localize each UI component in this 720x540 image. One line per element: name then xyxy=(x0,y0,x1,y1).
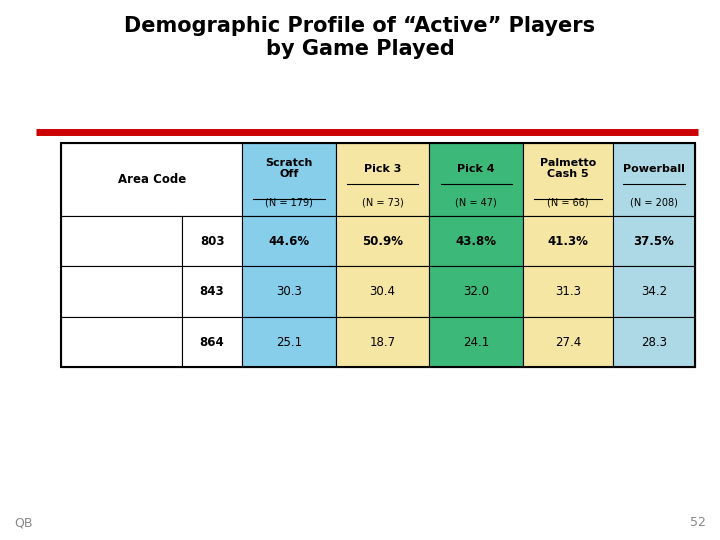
Text: 18.7: 18.7 xyxy=(369,335,395,348)
Bar xyxy=(242,317,336,367)
Text: QB: QB xyxy=(14,516,33,529)
Text: 41.3%: 41.3% xyxy=(548,235,588,248)
Bar xyxy=(613,266,695,317)
Text: 30.4: 30.4 xyxy=(369,285,395,298)
Text: 52: 52 xyxy=(690,516,706,529)
Text: (N = 47): (N = 47) xyxy=(455,198,497,208)
Text: 28.3: 28.3 xyxy=(641,335,667,348)
Text: (N = 73): (N = 73) xyxy=(361,198,403,208)
Text: Powerball: Powerball xyxy=(623,164,685,174)
Text: 803: 803 xyxy=(200,235,225,248)
Text: 30.3: 30.3 xyxy=(276,285,302,298)
Text: (N = 66): (N = 66) xyxy=(547,198,589,208)
Bar xyxy=(182,266,242,317)
Bar xyxy=(613,216,695,266)
Text: 27.4: 27.4 xyxy=(555,335,581,348)
Bar xyxy=(523,317,613,367)
Text: 31.3: 31.3 xyxy=(555,285,581,298)
Bar xyxy=(61,317,182,367)
Text: 37.5%: 37.5% xyxy=(634,235,675,248)
Text: 44.6%: 44.6% xyxy=(269,235,310,248)
Bar xyxy=(429,266,523,317)
Text: 34.2: 34.2 xyxy=(641,285,667,298)
Text: Demographic Profile of “Active” Players
by Game Played: Demographic Profile of “Active” Players … xyxy=(125,16,595,59)
Text: Scratch
Off: Scratch Off xyxy=(265,158,312,179)
Text: 24.1: 24.1 xyxy=(463,335,489,348)
Text: (N = 208): (N = 208) xyxy=(630,198,678,208)
Bar xyxy=(336,216,429,266)
Text: (N = 179): (N = 179) xyxy=(265,198,313,208)
Bar xyxy=(429,216,523,266)
Text: 843: 843 xyxy=(199,285,225,298)
Bar xyxy=(242,216,336,266)
Bar xyxy=(336,317,429,367)
Bar xyxy=(61,216,182,266)
Text: Pick 3: Pick 3 xyxy=(364,164,401,174)
Text: 43.8%: 43.8% xyxy=(456,235,497,248)
Text: Pick 4: Pick 4 xyxy=(457,164,495,174)
Text: Palmetto
Cash 5: Palmetto Cash 5 xyxy=(540,158,596,179)
Bar xyxy=(523,216,613,266)
Text: 864: 864 xyxy=(199,335,225,348)
Bar xyxy=(182,216,242,266)
Bar xyxy=(429,317,523,367)
Bar xyxy=(242,266,336,317)
Bar xyxy=(523,266,613,317)
Text: Area Code: Area Code xyxy=(117,173,186,186)
Text: 50.9%: 50.9% xyxy=(362,235,403,248)
Bar xyxy=(613,317,695,367)
Text: 25.1: 25.1 xyxy=(276,335,302,348)
Text: 32.0: 32.0 xyxy=(463,285,489,298)
Bar xyxy=(61,266,182,317)
Bar xyxy=(336,266,429,317)
Bar xyxy=(182,317,242,367)
